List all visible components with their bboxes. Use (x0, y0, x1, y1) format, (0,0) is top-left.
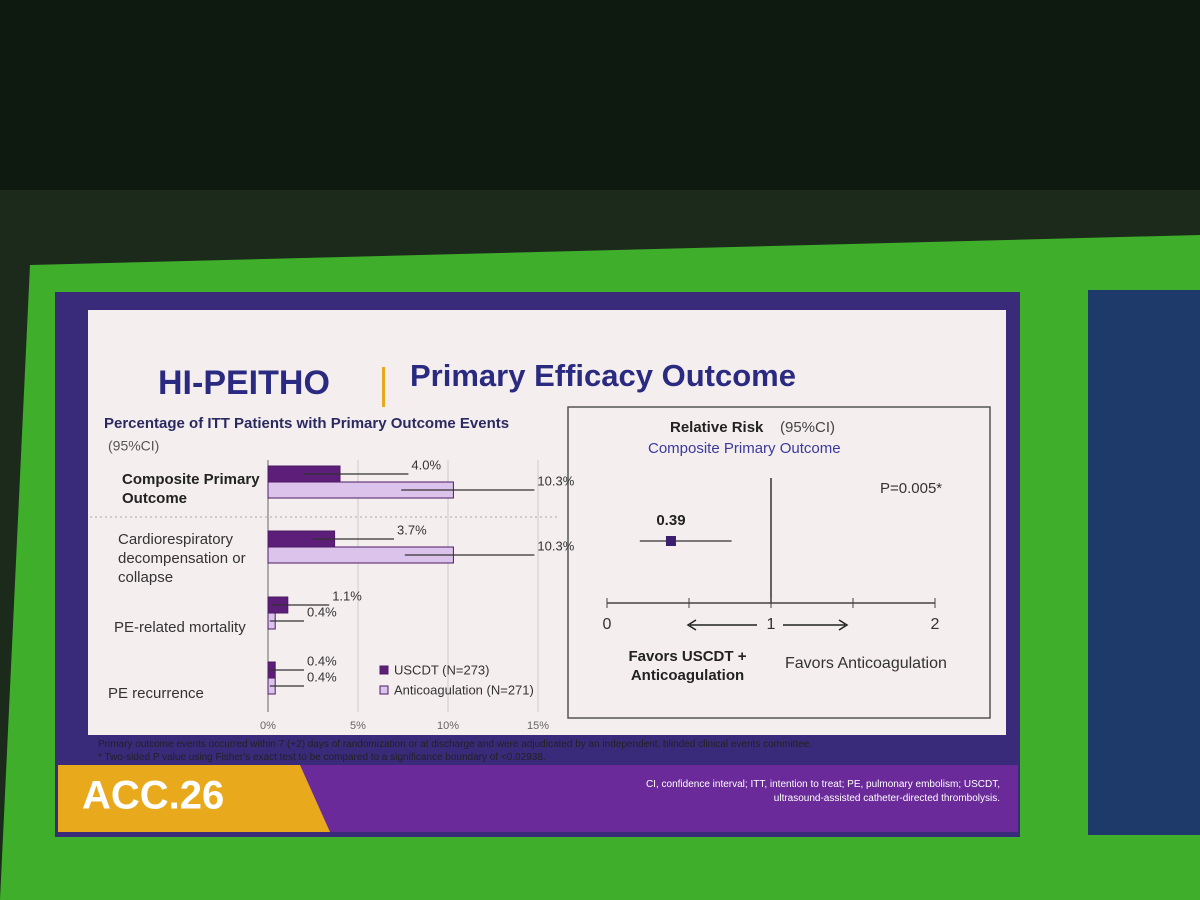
title-divider (382, 367, 385, 407)
arrow-right (783, 619, 849, 631)
x-tick-label: 1 (767, 616, 776, 633)
forest-subtitle: Composite Primary Outcome (648, 440, 841, 457)
x-tick-label: 2 (931, 616, 940, 633)
data-label: 0.4% (307, 669, 337, 684)
data-label: 0.39 (656, 512, 685, 529)
ceiling (0, 0, 1200, 190)
category-label: Composite Primary Outcome (122, 471, 260, 507)
data-label: 10.3% (537, 538, 574, 553)
conference: ACC.26 (82, 774, 224, 818)
data-label: 0.4% (307, 653, 337, 668)
forest-title-suffix: (95%CI) (780, 419, 835, 436)
side-screen (1088, 290, 1200, 835)
point-estimate (665, 536, 676, 546)
abbreviations: CI, confidence interval; ITT, intention … (645, 779, 1000, 804)
category-label: PE-related mortality (114, 619, 246, 636)
slide-subtitle: Primary Efficacy Outcome (410, 358, 796, 393)
x-tick-label: 10% (437, 720, 459, 732)
footnote: Primary outcome events occurred within 7… (98, 739, 812, 750)
legend-swatch (379, 665, 389, 675)
x-tick-label: 15% (527, 720, 549, 732)
category-label: PE recurrence (108, 685, 204, 702)
legend-swatch (379, 685, 389, 695)
bar-subtitle: (95%CI) (108, 438, 159, 454)
data-label: 0.4% (307, 604, 337, 619)
data-label: 1.1% (332, 588, 362, 603)
x-tick-label: 5% (350, 720, 366, 732)
favors-right: Favors Anticoagulation (785, 655, 947, 672)
forest-box (567, 406, 991, 719)
x-tick-label: 0% (260, 720, 276, 732)
slide (88, 310, 1006, 735)
bar-title: Percentage of ITT Patients with Primary … (104, 415, 509, 432)
legend-label: Anticoagulation (N=271) (394, 682, 534, 697)
favors-left: Favors USCDT + Anticoagulation (628, 648, 747, 684)
x-tick-label: 0 (603, 616, 612, 633)
logo-band (58, 765, 330, 832)
data-label: 3.7% (397, 522, 427, 537)
data-label: 10.3% (537, 473, 574, 488)
footnote: * Two-sided P value using Fisher's exact… (98, 752, 546, 763)
arrow-left (686, 619, 757, 631)
slide-title: HI-PEITHO (158, 364, 330, 402)
p-value: P=0.005* (880, 480, 942, 497)
legend-label: USCDT (N=273) (394, 662, 489, 677)
category-label: Cardiorespiratory decompensation or coll… (118, 531, 246, 586)
forest-title: Relative Risk (670, 419, 764, 436)
data-label: 4.0% (411, 457, 441, 472)
